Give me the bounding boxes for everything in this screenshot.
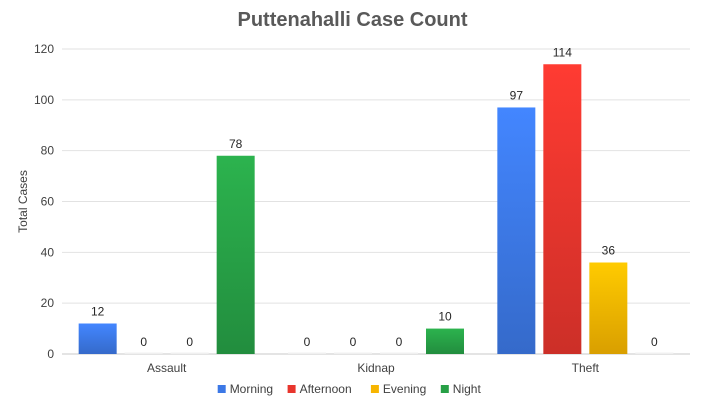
bar-morning-assault <box>78 323 117 354</box>
bar-afternoon-theft <box>543 64 582 354</box>
x-tick-label: Assault <box>147 361 187 375</box>
legend-label: Afternoon <box>300 382 352 396</box>
y-tick-label: 60 <box>41 195 55 209</box>
bar-evening-kidnap <box>380 352 418 354</box>
data-label: 114 <box>553 45 572 59</box>
data-label: 0 <box>396 335 403 349</box>
legend-label: Evening <box>383 382 426 396</box>
chart-title: Puttenahalli Case Count <box>237 9 468 31</box>
bar-morning-kidnap <box>288 352 326 354</box>
legend-swatch <box>370 385 379 393</box>
data-label: 36 <box>602 244 616 258</box>
bar-night-theft <box>635 352 674 354</box>
legend-swatch <box>287 385 296 393</box>
bar-morning-theft <box>497 107 536 354</box>
y-tick-label: 20 <box>41 296 55 310</box>
bar-evening-assault <box>170 352 209 354</box>
y-tick-label: 80 <box>41 144 55 158</box>
legend-label: Morning <box>230 382 273 396</box>
bar-evening-theft <box>589 262 628 354</box>
legend-label: Night <box>453 382 482 396</box>
bar-night-assault <box>216 155 255 354</box>
data-label: 0 <box>350 335 357 349</box>
y-axis-title: Total Cases <box>16 170 30 233</box>
data-label: 12 <box>91 305 105 319</box>
legend-swatch <box>440 385 449 393</box>
data-label: 78 <box>229 137 243 151</box>
bar-night-kidnap <box>426 328 464 354</box>
data-label: 0 <box>304 335 311 349</box>
y-tick-label: 0 <box>47 347 54 361</box>
y-tick-label: 40 <box>41 245 55 259</box>
y-tick-label: 100 <box>34 93 54 107</box>
data-label: 0 <box>140 335 147 349</box>
bar-afternoon-assault <box>124 352 163 354</box>
data-label: 0 <box>186 335 193 349</box>
x-tick-label: Theft <box>572 361 600 375</box>
bar-afternoon-kidnap <box>334 352 372 354</box>
y-tick-label: 120 <box>34 42 54 56</box>
data-label: 0 <box>651 335 658 349</box>
data-label: 97 <box>510 88 524 102</box>
legend-swatch <box>217 385 226 393</box>
x-tick-label: Kidnap <box>357 361 395 375</box>
data-label: 10 <box>438 310 452 324</box>
